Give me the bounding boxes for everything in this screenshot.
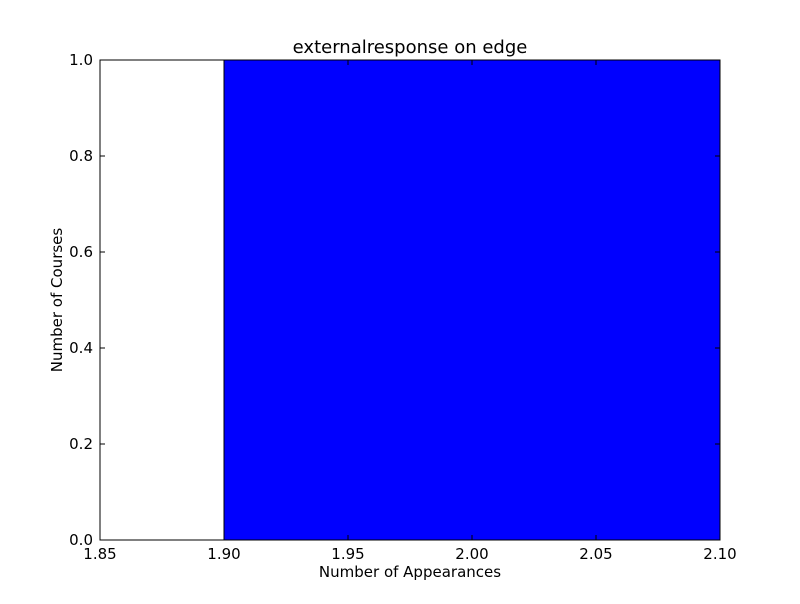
y-tick-label-5: 1.0 [69,51,93,69]
y-tick-label-0: 0.0 [69,531,93,549]
x-tick-label-2: 1.95 [331,545,364,563]
x-tick-label-1: 1.90 [207,545,240,563]
plot-frame [99,59,721,541]
x-tick-label-5: 2.10 [703,545,736,563]
y-tick-label-3: 0.6 [69,243,93,261]
histogram-bar-0 [223,59,721,541]
x-tick-label-4: 2.05 [579,545,612,563]
y-tick-label-4: 0.8 [69,147,93,165]
chart-title: externalresponse on edge [293,37,528,58]
y-tick-label-2: 0.4 [69,339,93,357]
bars-layer [223,59,721,541]
y-axis-label: Number of Courses [48,228,66,373]
x-tick-label-0: 1.85 [83,545,116,563]
y-tick-label-1: 0.2 [69,435,93,453]
x-tick-label-3: 2.00 [455,545,488,563]
x-axis-label: Number of Appearances [319,563,501,581]
